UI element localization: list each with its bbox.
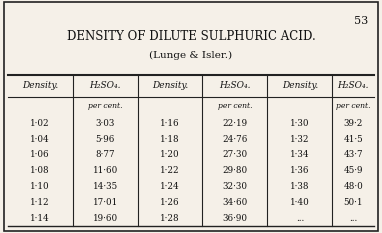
Text: 1·26: 1·26	[160, 198, 180, 207]
Text: 1·08: 1·08	[30, 166, 50, 175]
Text: 29·80: 29·80	[222, 166, 248, 175]
Text: 32·30: 32·30	[222, 182, 248, 191]
Text: 34·60: 34·60	[222, 198, 248, 207]
Text: ...: ...	[349, 214, 358, 223]
Text: H₂SO₄.: H₂SO₄.	[89, 81, 121, 90]
Text: Density.: Density.	[152, 81, 188, 90]
Text: (Lunge & Isler.): (Lunge & Isler.)	[149, 51, 233, 60]
Text: 22·19: 22·19	[222, 119, 248, 128]
Text: 1·22: 1·22	[160, 166, 180, 175]
Text: 1·32: 1·32	[290, 134, 310, 144]
Text: 19·60: 19·60	[92, 214, 118, 223]
Text: 43·7: 43·7	[343, 150, 363, 159]
Text: 24·76: 24·76	[222, 134, 248, 144]
Text: 27·30: 27·30	[222, 150, 248, 159]
Text: 17·01: 17·01	[92, 198, 118, 207]
Text: 50·1: 50·1	[343, 198, 363, 207]
Text: 5·96: 5·96	[96, 134, 115, 144]
Text: Density.: Density.	[282, 81, 318, 90]
Text: 1·06: 1·06	[30, 150, 50, 159]
Text: 45·9: 45·9	[343, 166, 363, 175]
Text: per cent.: per cent.	[218, 102, 252, 110]
Text: 1·02: 1·02	[30, 119, 50, 128]
Text: H₂SO₄.: H₂SO₄.	[338, 81, 369, 90]
Text: 3·03: 3·03	[96, 119, 115, 128]
Text: 39·2: 39·2	[344, 119, 363, 128]
Text: 1·12: 1·12	[30, 198, 50, 207]
Text: 14·35: 14·35	[92, 182, 118, 191]
Text: per cent.: per cent.	[88, 102, 122, 110]
Text: 1·38: 1·38	[290, 182, 310, 191]
Text: 1·10: 1·10	[30, 182, 50, 191]
Text: DENSITY OF DILUTE SULPHURIC ACID.: DENSITY OF DILUTE SULPHURIC ACID.	[66, 30, 316, 43]
Text: 1·34: 1·34	[290, 150, 310, 159]
Text: 11·60: 11·60	[92, 166, 118, 175]
Text: 1·36: 1·36	[290, 166, 310, 175]
Text: 1·16: 1·16	[160, 119, 180, 128]
Text: 1·14: 1·14	[30, 214, 50, 223]
Text: Density.: Density.	[22, 81, 58, 90]
Text: H₂SO₄.: H₂SO₄.	[219, 81, 251, 90]
Text: 1·04: 1·04	[30, 134, 50, 144]
Text: 1·30: 1·30	[290, 119, 310, 128]
Text: 1·18: 1·18	[160, 134, 180, 144]
Text: 1·28: 1·28	[160, 214, 180, 223]
Text: 41·5: 41·5	[343, 134, 363, 144]
Text: 1·20: 1·20	[160, 150, 180, 159]
Text: 48·0: 48·0	[343, 182, 363, 191]
Text: 1·24: 1·24	[160, 182, 180, 191]
Text: 1·40: 1·40	[290, 198, 310, 207]
Text: ...: ...	[296, 214, 304, 223]
Text: 8·77: 8·77	[95, 150, 115, 159]
Text: 36·90: 36·90	[222, 214, 248, 223]
Text: per cent.: per cent.	[336, 102, 371, 110]
Text: 53: 53	[354, 16, 369, 26]
